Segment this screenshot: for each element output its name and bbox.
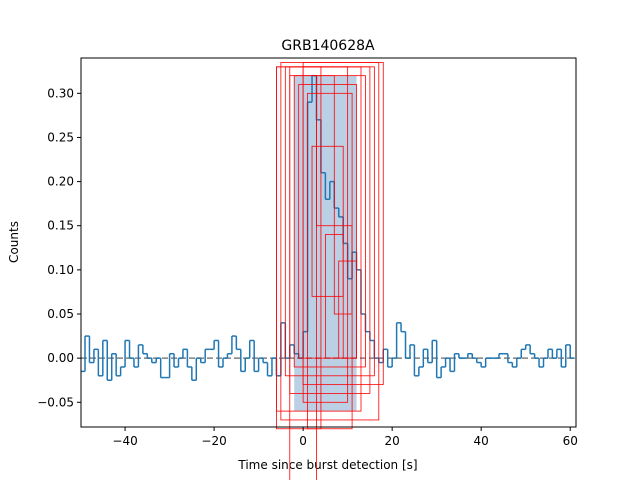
x-tick-label: −40 xyxy=(112,434,137,448)
search-box xyxy=(324,234,344,359)
y-tick-label: 0.25 xyxy=(47,130,74,144)
y-axis-label: Counts xyxy=(7,221,21,263)
x-tick-label: −20 xyxy=(201,434,226,448)
plot-frame xyxy=(80,57,577,428)
y-tick-label: 0.15 xyxy=(47,219,74,233)
search-box xyxy=(284,66,375,377)
x-axis-label: Time since burst detection [s] xyxy=(237,458,417,472)
y-tick-label: 0.30 xyxy=(47,86,74,100)
x-tick-label: 0 xyxy=(299,434,307,448)
y-tick-label: 0.00 xyxy=(47,351,74,365)
search-box xyxy=(338,260,357,359)
y-tick-label: 0.20 xyxy=(47,175,74,189)
chart-title: GRB140628A xyxy=(281,38,375,54)
x-tick-label: 20 xyxy=(385,434,400,448)
search-box xyxy=(302,62,384,386)
search-box xyxy=(289,75,317,480)
y-tick-label: 0.05 xyxy=(47,307,74,321)
search-box xyxy=(276,66,322,430)
y-tick-label: −0.05 xyxy=(37,395,74,409)
search-box xyxy=(311,145,344,297)
x-tick-label: 40 xyxy=(474,434,489,448)
y-tick-label: 0.10 xyxy=(47,263,74,277)
x-tick-label: 60 xyxy=(563,434,578,448)
